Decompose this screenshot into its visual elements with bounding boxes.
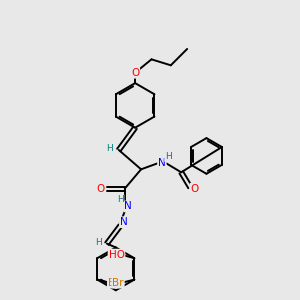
Text: O: O [131, 68, 139, 78]
Text: N: N [120, 217, 128, 227]
Text: H: H [106, 144, 113, 153]
Text: H: H [117, 195, 124, 204]
Text: O: O [97, 184, 105, 194]
Text: Br: Br [108, 278, 119, 288]
Text: O: O [190, 184, 199, 194]
Text: Br: Br [112, 278, 124, 288]
Text: HO: HO [109, 250, 124, 260]
Text: N: N [158, 158, 166, 168]
Text: H: H [95, 238, 102, 247]
Text: H: H [165, 152, 172, 161]
Text: N: N [124, 202, 132, 212]
